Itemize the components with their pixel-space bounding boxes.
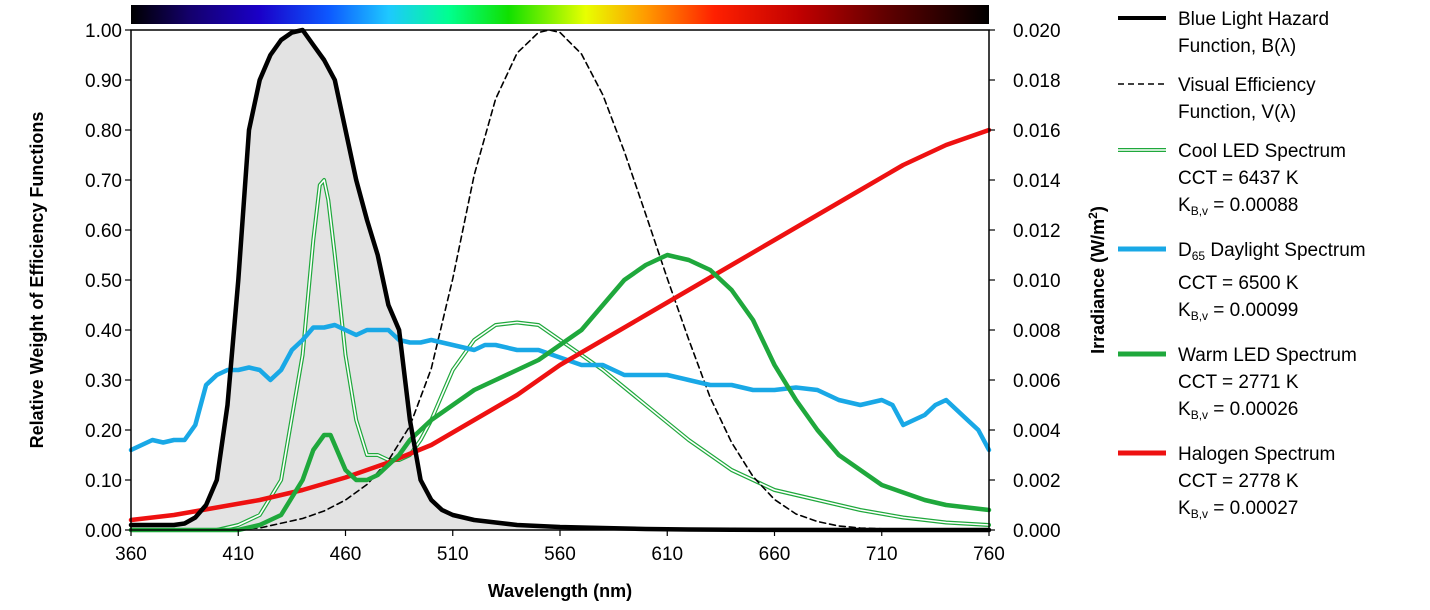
- x-tick-label: 360: [115, 544, 147, 565]
- legend-item-visual-efficiency: Visual Efficiency Function, V(λ): [1118, 72, 1428, 126]
- legend-swatch-warm-led: [1118, 351, 1166, 357]
- legend-item-cool-led: Cool LED Spectrum CCT = 6437 K KB,v = 0.…: [1118, 138, 1428, 225]
- y-right-tick-label: 0.000: [1013, 521, 1061, 542]
- legend-kbv-warm-led: KB,v = 0.00026: [1178, 399, 1299, 422]
- y-left-tick-label: 1.00: [85, 21, 122, 42]
- x-tick-label: 760: [973, 544, 1005, 565]
- legend-kbv-cool-led: KB,v = 0.00088: [1178, 195, 1299, 218]
- legend-item-d65-daylight: D65 Daylight Spectrum CCT = 6500 K KB,v …: [1118, 237, 1428, 330]
- y-right-tick-label: 0.014: [1013, 171, 1061, 192]
- x-tick-label: 410: [222, 544, 254, 565]
- legend-cct-warm-led: CCT = 2771 K: [1178, 372, 1299, 393]
- y-right-tick-label: 0.002: [1013, 471, 1061, 492]
- y-axis-right-title: Irradiance (W/m2): [1086, 206, 1108, 354]
- x-tick-label: 610: [651, 544, 683, 565]
- x-axis-title: Wavelength (nm): [488, 581, 632, 601]
- line-halogen-spectrum: [128, 127, 992, 523]
- y-right-tick-label: 0.012: [1013, 221, 1061, 242]
- y-left-tick-label: 0.50: [85, 271, 122, 292]
- legend-cct-halogen: CCT = 2778 K: [1178, 471, 1299, 492]
- y-right-tick-label: 0.008: [1013, 321, 1061, 342]
- legend-kbv-halogen: KB,v = 0.00027: [1178, 498, 1299, 521]
- line-warm-led-spectrum: [128, 252, 992, 533]
- y-left-tick-label: 0.80: [85, 121, 122, 142]
- legend-label-cool-led: Cool LED Spectrum: [1178, 141, 1346, 162]
- legend-cct-d65-daylight: CCT = 6500 K: [1178, 273, 1299, 294]
- y-left-tick-label: 0.00: [85, 521, 122, 542]
- legend-swatch-visual-efficiency: [1118, 83, 1166, 85]
- legend-kbv-d65-daylight: KB,v = 0.00099: [1178, 300, 1299, 323]
- x-tick-label: 710: [866, 544, 898, 565]
- y-right-tick-label: 0.016: [1013, 121, 1061, 142]
- legend-swatch-halogen: [1118, 450, 1166, 456]
- legend-label-halogen: Halogen Spectrum: [1178, 444, 1336, 465]
- legend-swatch-d65-daylight: [1118, 246, 1166, 252]
- y-left-tick-label: 0.90: [85, 71, 122, 92]
- legend-item-warm-led: Warm LED Spectrum CCT = 2771 K KB,v = 0.…: [1118, 342, 1428, 429]
- x-tick-label: 560: [544, 544, 576, 565]
- legend-item-blue-light-hazard: Blue Light Hazard Function, B(λ): [1118, 6, 1428, 60]
- line-d65-daylight-spectrum: [128, 322, 992, 453]
- legend-swatch-cool-led: [1118, 148, 1166, 152]
- legend-label-blue-light-hazard: Blue Light Hazard Function, B(λ): [1178, 9, 1330, 57]
- y-right-tick-label: 0.004: [1013, 421, 1061, 442]
- y-left-tick-label: 0.30: [85, 371, 122, 392]
- x-tick-label: 660: [759, 544, 791, 565]
- y-right-tick-label: 0.020: [1013, 21, 1061, 42]
- x-tick-label: 510: [437, 544, 469, 565]
- chart-figure: 360 410 460 510 560 610 660 710 760 0.00 0.10 0.20 0…: [27, 5, 1108, 601]
- y-right-tick-label: 0.006: [1013, 371, 1061, 392]
- y-left-tick-label: 0.70: [85, 171, 122, 192]
- legend-swatch-blue-light-hazard: [1118, 16, 1166, 20]
- x-tick-label: 460: [330, 544, 362, 565]
- y-left-tick-label: 0.60: [85, 221, 122, 242]
- legend-cct-cool-led: CCT = 6437 K: [1178, 168, 1299, 189]
- legend-label-visual-efficiency: Visual Efficiency Function, V(λ): [1178, 75, 1316, 123]
- legend-label-warm-led: Warm LED Spectrum: [1178, 345, 1357, 366]
- chart-legend: Blue Light Hazard Function, B(λ) Visual E…: [1118, 6, 1428, 540]
- spectrum-color-bar: [131, 5, 989, 24]
- legend-item-halogen: Halogen Spectrum CCT = 2778 K KB,v = 0.0…: [1118, 441, 1428, 528]
- line-visual-efficiency-function-v: [130, 29, 990, 531]
- y-right-tick-label: 0.018: [1013, 71, 1061, 92]
- y-left-tick-label: 0.40: [85, 321, 122, 342]
- y-left-tick-label: 0.20: [85, 421, 122, 442]
- y-right-tick-label: 0.010: [1013, 271, 1061, 292]
- y-axis-left-title: Relative Weight of Efficiency Functions: [27, 112, 47, 449]
- line-blue-light-hazard-function-b: [128, 27, 992, 533]
- legend-label-d65-daylight: D65 Daylight Spectrum: [1178, 240, 1366, 263]
- y-left-tick-label: 0.10: [85, 471, 122, 492]
- area-blue-light-hazard-function-b: [131, 30, 989, 530]
